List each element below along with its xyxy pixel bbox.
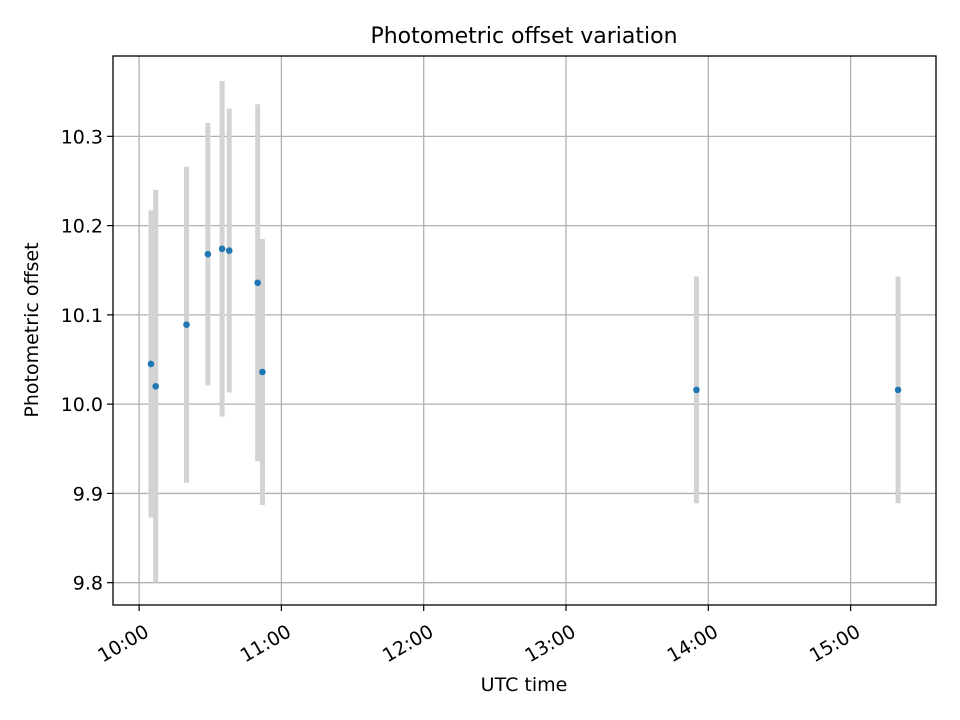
x-tick-label: 13:00 <box>521 621 579 667</box>
x-tick-label: 14:00 <box>664 621 722 667</box>
x-axis-label: UTC time <box>481 674 568 696</box>
y-axis-ticks: 9.8 9.9 10.0 10.1 10.2 10.3 <box>61 126 113 595</box>
data-point <box>152 382 159 390</box>
data-point <box>259 368 266 376</box>
y-tick-label: 10.1 <box>61 305 103 327</box>
y-axis-label: Photometric offset <box>21 242 43 417</box>
x-tick-label: 11:00 <box>237 621 295 667</box>
data-point <box>147 360 155 368</box>
x-axis-ticks: 10:00 11:00 12:00 13:00 14:00 15:00 <box>94 605 864 667</box>
error-bars <box>148 80 901 583</box>
y-tick-label: 10.3 <box>61 126 103 148</box>
y-tick-label: 10.0 <box>61 394 103 416</box>
y-tick-label: 9.9 <box>73 483 103 505</box>
data-point <box>254 279 261 287</box>
data-point <box>693 386 700 394</box>
y-tick-label: 9.8 <box>73 573 103 595</box>
data-points <box>147 245 902 394</box>
x-tick-label: 10:00 <box>94 621 152 667</box>
x-tick-label: 12:00 <box>379 621 437 667</box>
data-point <box>894 386 902 394</box>
data-point <box>225 247 233 254</box>
grid <box>113 56 936 605</box>
chart-title: Photometric offset variation <box>370 24 677 49</box>
plot-frame <box>112 55 937 606</box>
data-point <box>218 245 226 253</box>
y-tick-label: 10.2 <box>61 216 103 238</box>
x-tick-label: 15:00 <box>806 621 864 667</box>
data-point <box>183 321 190 328</box>
data-point <box>204 250 212 258</box>
